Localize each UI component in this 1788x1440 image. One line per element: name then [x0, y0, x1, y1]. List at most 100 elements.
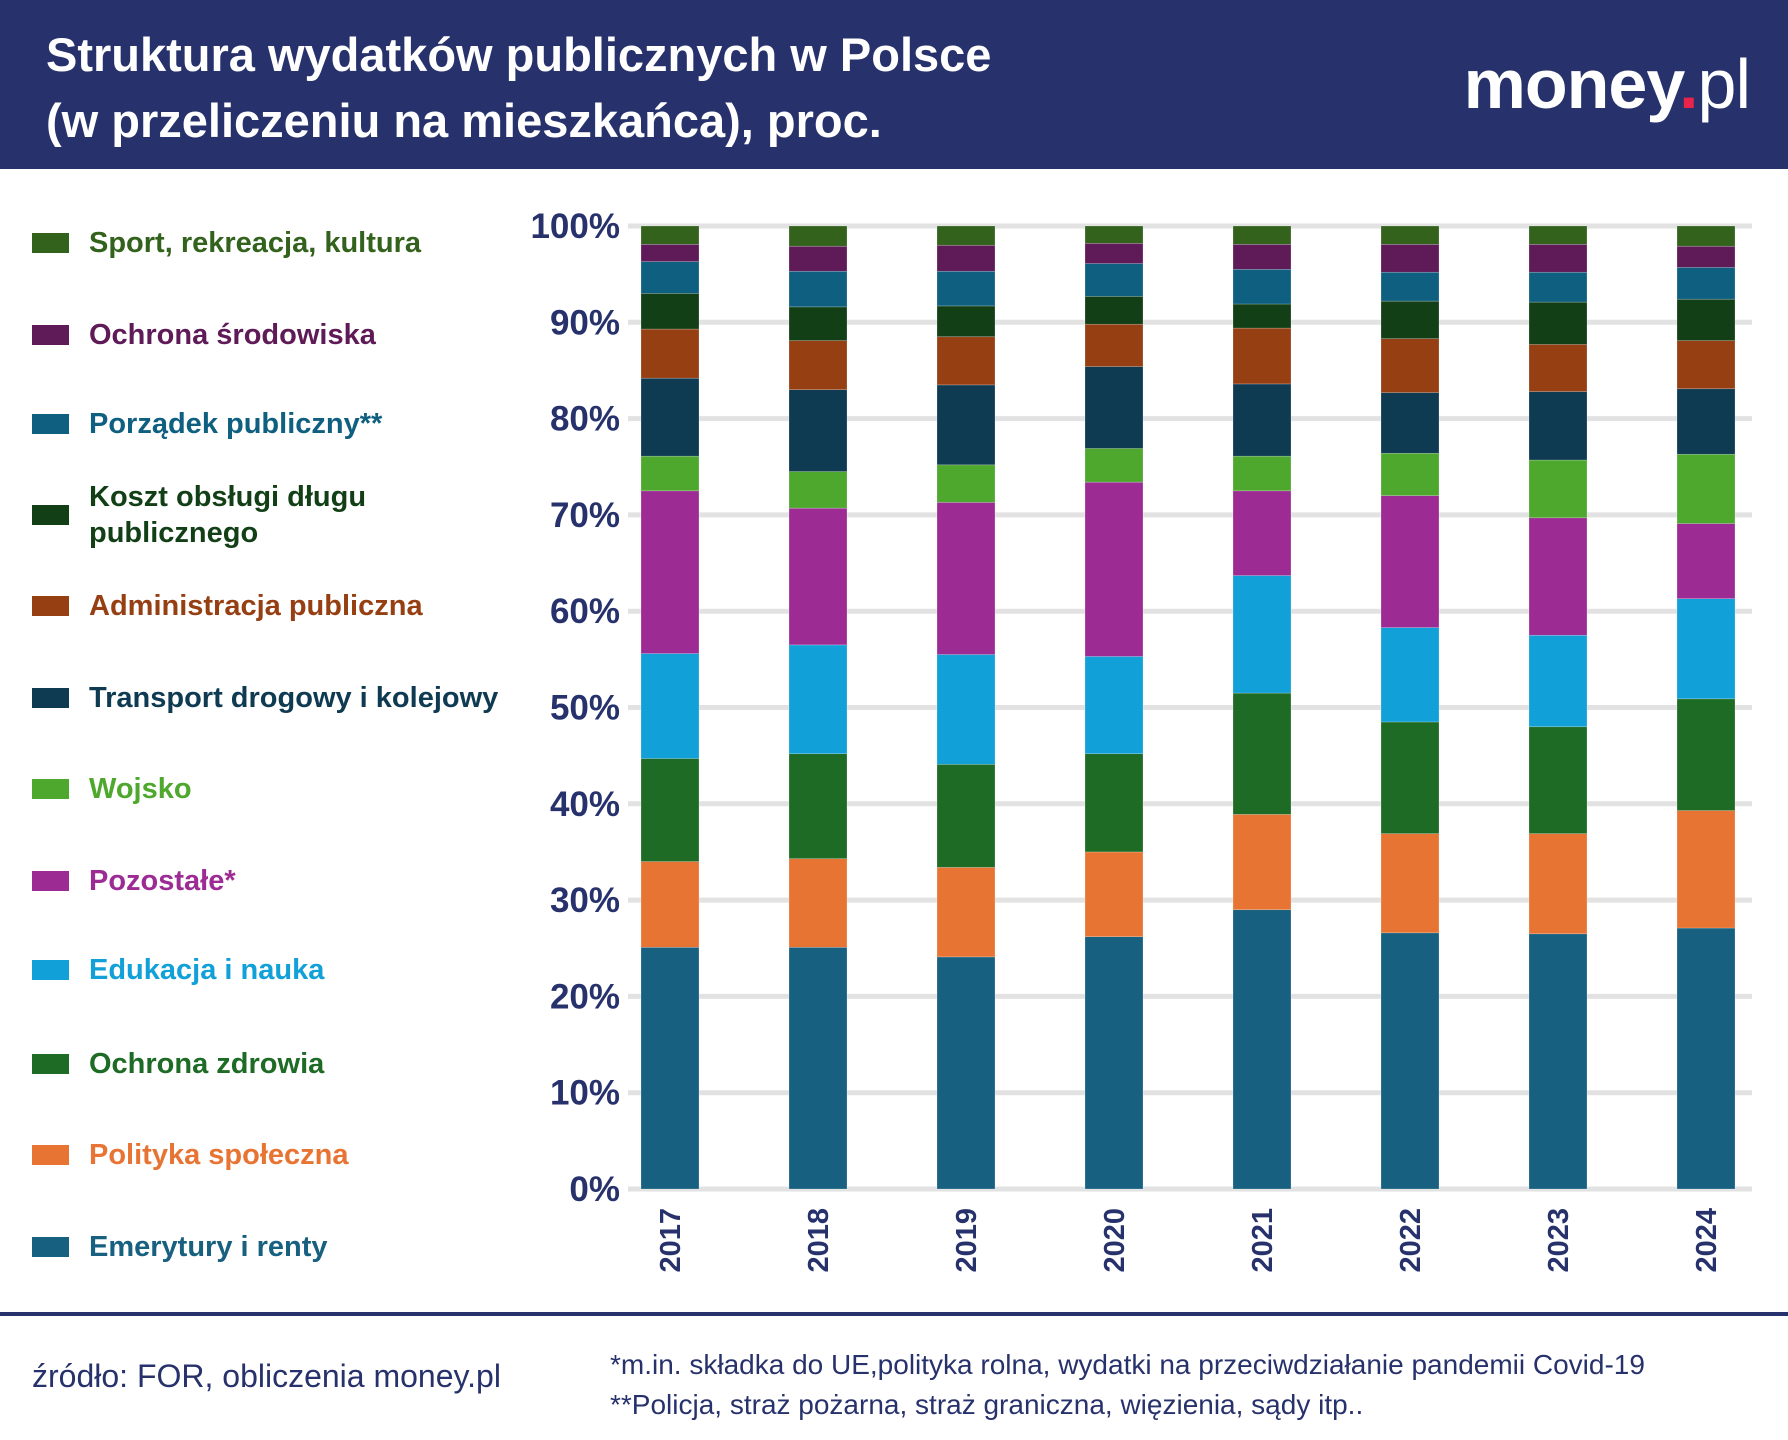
- legend-item: Pozostałe*: [32, 863, 512, 899]
- bar-segment: [936, 654, 996, 765]
- bar-segment: [788, 644, 848, 755]
- bar-segment: [1676, 225, 1736, 247]
- bar-segment: [936, 464, 996, 503]
- bar-segment: [1084, 481, 1144, 657]
- footnotes: *m.in. składka do UE,polityka rolna, wyd…: [610, 1345, 1645, 1425]
- legend-item: Edukacja i nauka: [32, 952, 512, 988]
- y-tick-label: 50%: [550, 689, 620, 728]
- bar-segment: [1676, 598, 1736, 700]
- legend-label-line: Porządek publiczny**: [89, 408, 383, 440]
- x-tick-label: 2019: [951, 1208, 983, 1273]
- legend-swatch: [32, 596, 69, 616]
- legend-label-line: Ochrona zdrowia: [89, 1048, 325, 1080]
- y-tick-label: 100%: [530, 207, 620, 246]
- logo-dot: .: [1679, 45, 1698, 123]
- bar-segment: [1528, 243, 1588, 273]
- legend-label: Porządek publiczny**: [89, 406, 382, 442]
- bar-segment: [1676, 810, 1736, 929]
- legend-label-line: publicznego: [89, 517, 259, 549]
- bar-segment: [1380, 392, 1440, 454]
- legend-label-line: Ochrona środowiska: [89, 319, 376, 351]
- legend-swatch: [32, 1145, 69, 1165]
- bar-segment: [1528, 517, 1588, 636]
- legend-swatch: [32, 1054, 69, 1074]
- bar-segment: [788, 245, 848, 272]
- legend-swatch: [32, 233, 69, 253]
- bar-segment: [1676, 298, 1736, 341]
- bar-segment: [1380, 338, 1440, 393]
- bar-segment: [640, 328, 700, 379]
- bar-segment: [1380, 833, 1440, 934]
- bar-segment: [1676, 927, 1736, 1190]
- bar-segment: [936, 384, 996, 466]
- legend-label-line: Pozostałe*: [89, 865, 236, 897]
- bar-segment: [788, 507, 848, 646]
- bar-segment: [1232, 327, 1292, 385]
- chart-title: Struktura wydatków publicznych w Polsce …: [46, 22, 991, 154]
- legend-label: Ochrona środowiska: [89, 317, 376, 353]
- bar-segment: [1676, 453, 1736, 524]
- bar-segment: [640, 946, 700, 1190]
- bar-segment: [1676, 698, 1736, 811]
- bar-segment: [640, 261, 700, 294]
- bar-segment: [640, 490, 700, 654]
- bar-segment: [1232, 692, 1292, 815]
- bar-segment: [936, 867, 996, 958]
- bar-segment: [640, 455, 700, 492]
- bar-segment: [936, 225, 996, 246]
- legend-label: Koszt obsługi długu publicznego: [89, 479, 366, 551]
- bar-segment: [788, 270, 848, 308]
- bar-segment: [1380, 452, 1440, 496]
- x-tick-label: 2022: [1395, 1208, 1427, 1273]
- bar-segment: [1380, 300, 1440, 339]
- legend-item: Wojsko: [32, 771, 512, 807]
- bar-segment: [1380, 243, 1440, 273]
- bar-segment: [1084, 225, 1144, 244]
- logo-tld: pl: [1697, 45, 1751, 123]
- bar-segment: [936, 502, 996, 655]
- legend-label-line: Edukacja i nauka: [89, 954, 325, 986]
- bar-segment: [1528, 344, 1588, 392]
- x-tick-label: 2021: [1247, 1208, 1279, 1273]
- y-tick-label: 10%: [550, 1074, 620, 1113]
- money-pl-logo: money.pl: [1464, 44, 1751, 124]
- y-tick-label: 60%: [550, 592, 620, 631]
- bar-segment: [1084, 753, 1144, 853]
- x-tick-label: 2018: [803, 1208, 835, 1273]
- bar-segment: [788, 946, 848, 1190]
- bar-segment: [640, 861, 700, 948]
- header: Struktura wydatków publicznych w Polsce …: [0, 0, 1788, 169]
- legend-label: Polityka społeczna: [89, 1137, 349, 1173]
- legend-label: Emerytury i renty: [89, 1229, 328, 1265]
- bar-segment: [936, 336, 996, 386]
- footer-divider: [0, 1312, 1788, 1316]
- bar-segment: [1084, 295, 1144, 325]
- legend-label: Pozostałe*: [89, 863, 236, 899]
- bar-segment: [1528, 271, 1588, 303]
- legend-swatch: [32, 779, 69, 799]
- bar-segment: [640, 293, 700, 330]
- bar-segment: [1676, 388, 1736, 455]
- legend-label: Transport drogowy i kolejowy: [89, 680, 498, 716]
- bar-segment: [1232, 225, 1292, 245]
- legend-item: Emerytury i renty: [32, 1229, 512, 1265]
- bar-segment: [936, 244, 996, 272]
- bar-segment: [1380, 627, 1440, 723]
- legend-swatch: [32, 325, 69, 345]
- title-line-1: Struktura wydatków publicznych w Polsce: [46, 28, 992, 81]
- x-tick-label: 2023: [1543, 1208, 1575, 1273]
- bar-segment: [936, 764, 996, 868]
- legend-label: Administracja publiczna: [89, 588, 423, 624]
- bar-segment: [936, 956, 996, 1190]
- bar-segment: [788, 389, 848, 472]
- bar-segment: [1232, 490, 1292, 576]
- bar-segment: [788, 225, 848, 247]
- legend-item: Administracja publiczna: [32, 588, 512, 624]
- x-tick-label: 2020: [1099, 1208, 1131, 1273]
- bar-segment: [1380, 225, 1440, 245]
- y-tick-label: 70%: [550, 496, 620, 535]
- x-tick-label: 2017: [655, 1208, 687, 1273]
- bar-segment: [1528, 634, 1588, 728]
- legend-item: Porządek publiczny**: [32, 406, 512, 442]
- bar-segment: [788, 858, 848, 948]
